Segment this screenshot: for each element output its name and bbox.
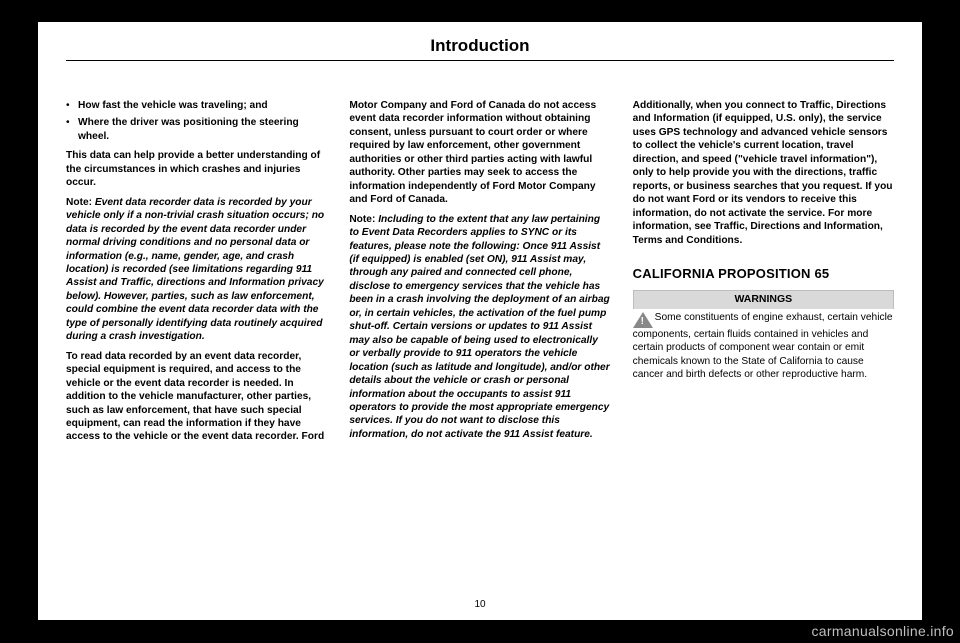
note-label: Note:: [66, 197, 92, 208]
note-body: Including to the extent that any law per…: [349, 214, 609, 440]
bullet-dot: •: [66, 99, 78, 112]
bullet-text: Where the driver was positioning the ste…: [78, 116, 327, 143]
manual-page: Introduction • How fast the vehicle was …: [38, 22, 922, 620]
column-3: Additionally, when you connect to Traffi…: [633, 99, 894, 444]
note-block: Note: Including to the extent that any l…: [349, 213, 610, 442]
paragraph-bold: Additionally, when you connect to Traffi…: [633, 99, 894, 247]
page-number: 10: [38, 599, 922, 610]
watermark: carmanualsonline.info: [812, 623, 955, 639]
warnings-header: WARNINGS: [633, 290, 894, 309]
bullet-text: How fast the vehicle was traveling; and: [78, 99, 268, 112]
columns: • How fast the vehicle was traveling; an…: [66, 99, 894, 444]
note-label: Note:: [349, 214, 375, 225]
section-heading: CALIFORNIA PROPOSITION 65: [633, 265, 894, 282]
page-title: Introduction: [66, 36, 894, 56]
warnings-body: Some constituents of engine exhaust, cer…: [633, 309, 894, 382]
note-block: Note: Event data recorder data is record…: [66, 196, 327, 344]
warnings-text: Some constituents of engine exhaust, cer…: [633, 312, 893, 380]
paragraph-bold: This data can help provide a better unde…: [66, 149, 327, 189]
column-1: • How fast the vehicle was traveling; an…: [66, 99, 327, 444]
note-body: Event data recorder data is recorded by …: [66, 197, 324, 343]
paragraph-bold: To read data recorded by an event data r…: [66, 350, 327, 444]
title-rule: [66, 60, 894, 61]
bullet-dot: •: [66, 116, 78, 143]
paragraph-bold: Motor Company and Ford of Canada do not …: [349, 99, 610, 207]
bullet-item: • How fast the vehicle was traveling; an…: [66, 99, 327, 112]
bullet-item: • Where the driver was positioning the s…: [66, 116, 327, 143]
warning-triangle-icon: [633, 312, 653, 328]
column-2: Motor Company and Ford of Canada do not …: [349, 99, 610, 444]
